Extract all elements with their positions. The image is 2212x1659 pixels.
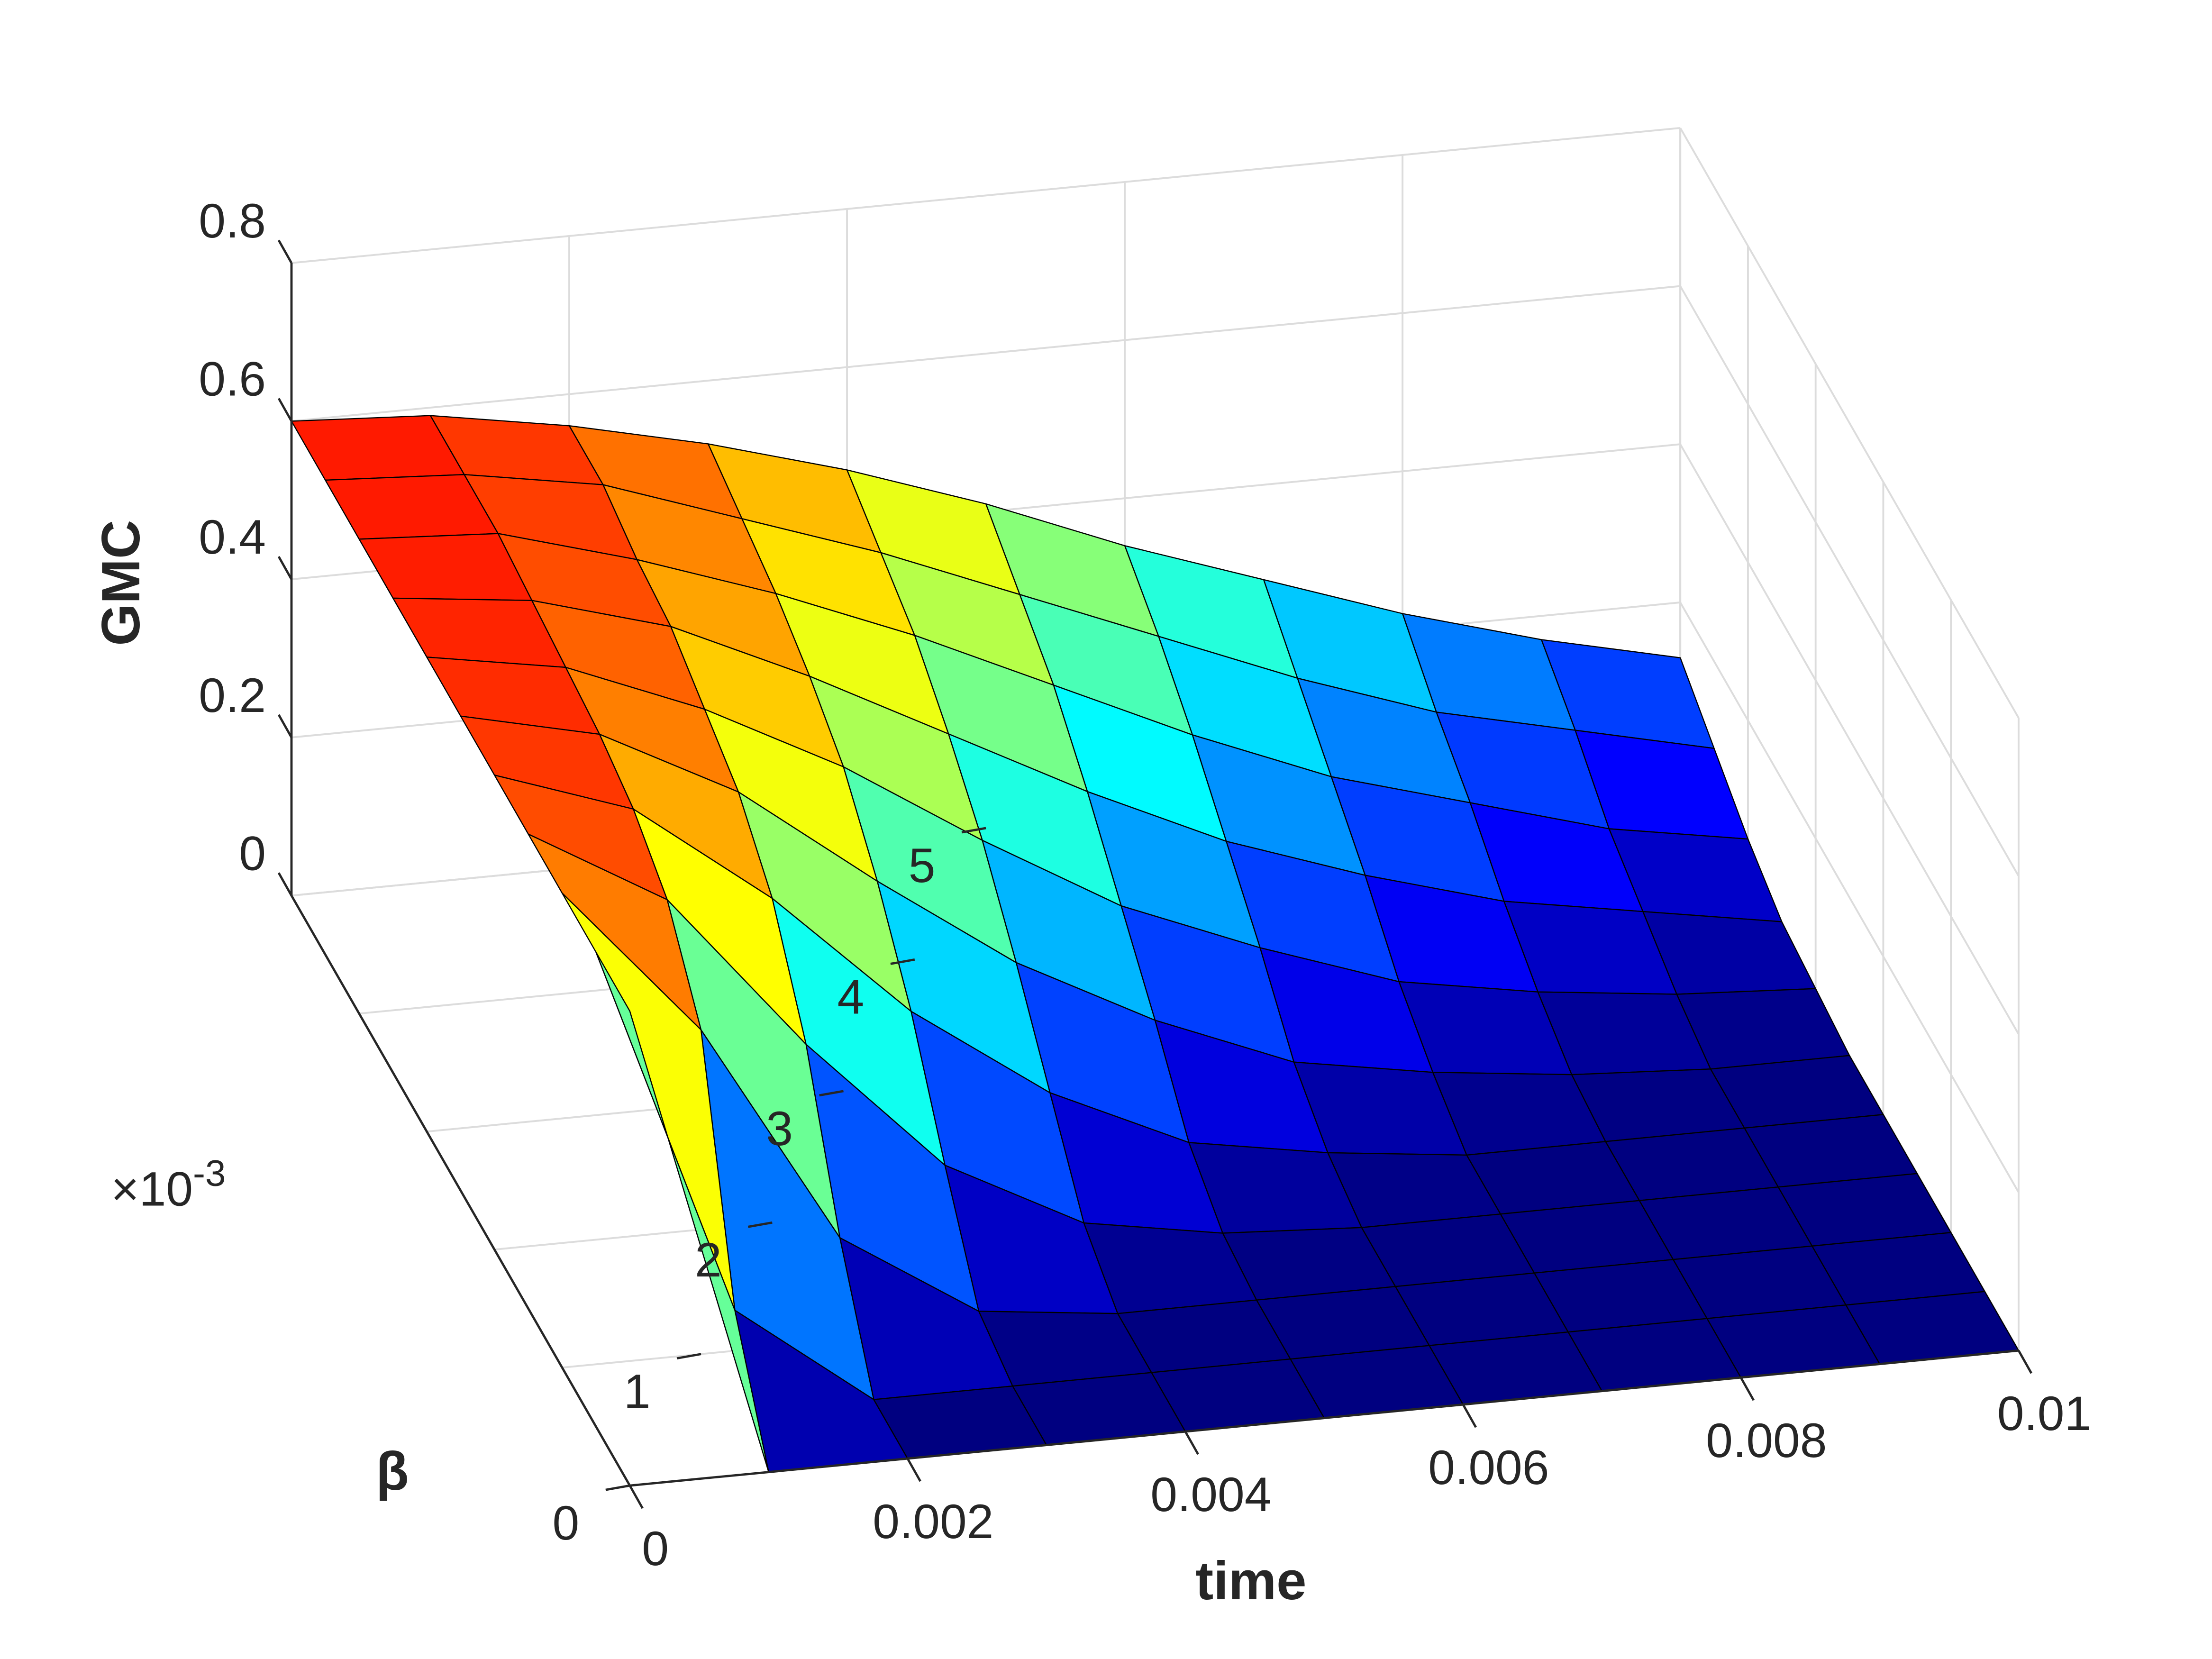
x-tick [1739, 1376, 1755, 1401]
x-tick [1184, 1431, 1199, 1455]
y-axis-label: β [376, 1441, 409, 1502]
x-tick-label: 0.002 [873, 1495, 993, 1549]
x-tick-label: 0.004 [1150, 1468, 1271, 1522]
z-tick-label: 0.8 [199, 194, 266, 248]
y-tick [961, 827, 986, 834]
grid-line [1679, 602, 2020, 1193]
surface [291, 415, 2020, 1473]
z-tick [277, 239, 293, 264]
y-tick-label: 4 [837, 970, 864, 1024]
y-tick [890, 958, 915, 965]
axes: 0 0.002 0.004 0.006 0.008 0.01 0 1 2 3 4 5 0 0.2 0.4 0.… [199, 194, 2091, 1576]
z-tick-label: 0.6 [199, 352, 266, 406]
x-axis [629, 1349, 2019, 1487]
z-tick [277, 556, 293, 580]
y-tick-label: 5 [909, 839, 936, 893]
grid-line [1679, 285, 2020, 877]
y-tick-label: 3 [766, 1102, 793, 1156]
y-tick [605, 1484, 630, 1491]
x-tick-label: 0.008 [1706, 1413, 1827, 1468]
z-tick [277, 714, 293, 738]
x-tick-label: 0.006 [1428, 1440, 1549, 1495]
y-tick [747, 1221, 773, 1228]
y-tick [676, 1353, 701, 1360]
y-tick-label: 0 [552, 1496, 579, 1550]
x-tick [906, 1458, 921, 1482]
y-tick-label: 2 [695, 1233, 722, 1287]
grid-line [291, 285, 1681, 422]
z-tick-label: 0.4 [199, 510, 266, 564]
x-axis-label: time [1195, 1551, 1306, 1611]
exponent-base: ×10 [111, 1162, 193, 1216]
z-axis-label: GMC [91, 520, 151, 646]
z-tick [277, 872, 293, 896]
y-exponent: ×10-3 [111, 1152, 226, 1216]
x-tick-label: 0.01 [1997, 1386, 2091, 1440]
surface-cell [595, 951, 770, 1473]
x-tick [2017, 1350, 2033, 1374]
grid-line [1679, 444, 2020, 1035]
y-tick-label: 1 [624, 1365, 651, 1419]
z-tick-label: 0.2 [199, 668, 266, 722]
x-tick-label: 0 [642, 1522, 669, 1576]
z-tick [277, 398, 293, 422]
x-tick [628, 1485, 644, 1509]
z-tick-label: 0 [239, 826, 266, 880]
y-axis [290, 895, 631, 1486]
y-tick [819, 1090, 844, 1097]
x-tick [1462, 1404, 1477, 1428]
grid-line [1679, 127, 2020, 719]
grid-line [291, 127, 1681, 264]
exponent-power: -3 [193, 1152, 226, 1194]
